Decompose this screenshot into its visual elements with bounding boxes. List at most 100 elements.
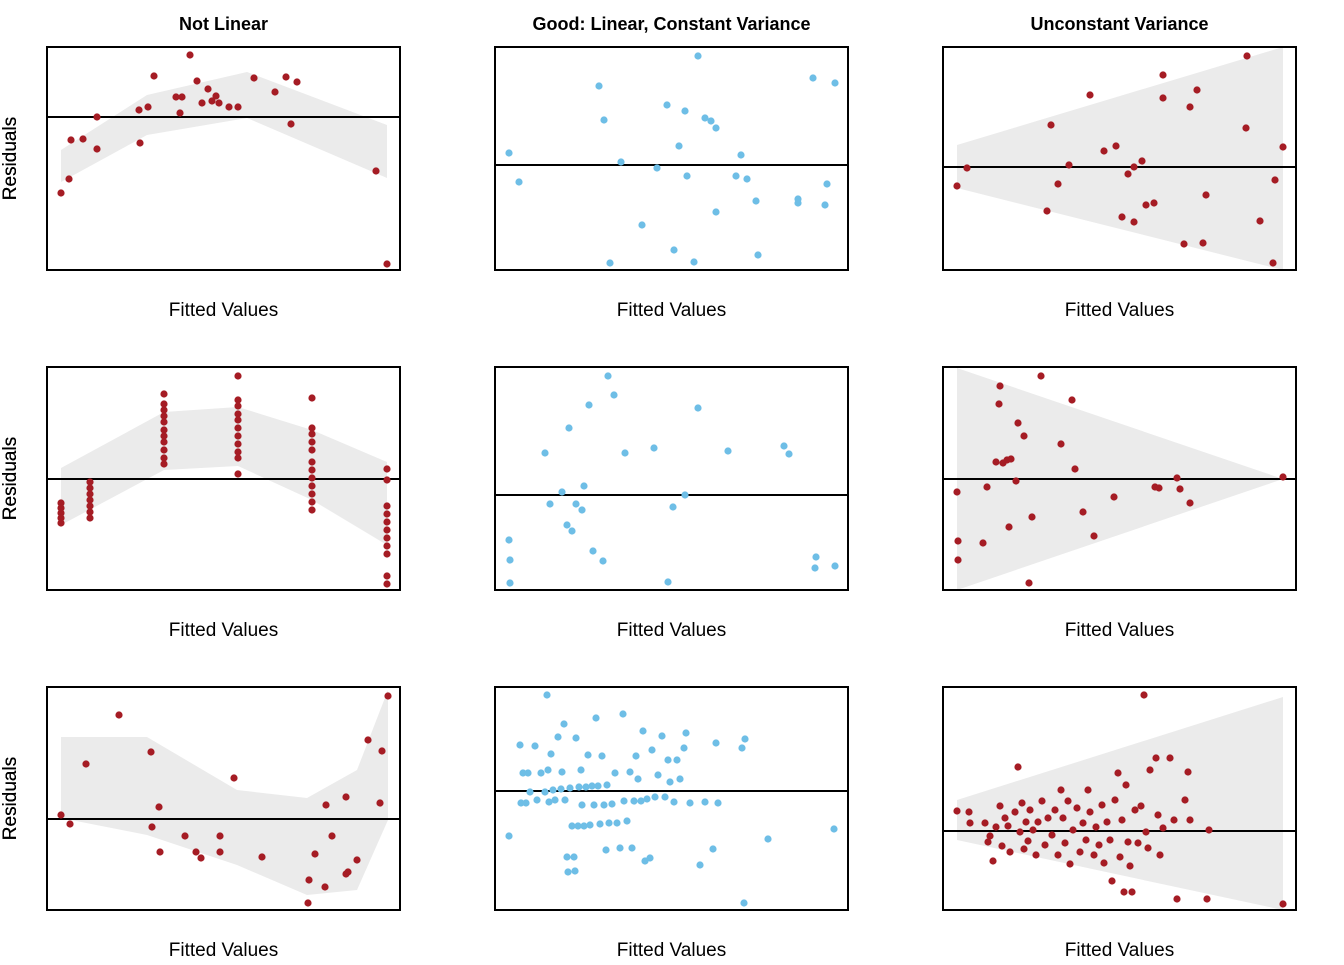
point — [1131, 806, 1139, 814]
point — [809, 74, 817, 82]
point — [308, 466, 316, 474]
panel: Fitted Values Residuals — [0, 366, 401, 641]
point — [754, 251, 762, 259]
point — [216, 832, 224, 840]
panel-frame — [494, 46, 849, 271]
point — [328, 832, 336, 840]
point — [234, 424, 242, 432]
point — [225, 103, 233, 111]
point — [743, 175, 751, 183]
point — [1138, 157, 1146, 165]
point — [676, 775, 684, 783]
point — [568, 822, 576, 830]
point — [1159, 824, 1167, 832]
point — [1112, 142, 1120, 150]
point — [821, 201, 829, 209]
point — [580, 482, 588, 490]
point — [1159, 71, 1167, 79]
point — [563, 853, 571, 861]
point — [690, 258, 698, 266]
point — [537, 769, 545, 777]
point — [541, 449, 549, 457]
point — [57, 811, 65, 819]
point — [600, 801, 608, 809]
panel: Not Linear Fitted Values Residuals — [0, 14, 401, 321]
point — [383, 510, 391, 518]
point — [831, 562, 839, 570]
point — [1026, 806, 1034, 814]
point — [383, 542, 391, 550]
point — [639, 727, 647, 735]
point — [215, 99, 223, 107]
point — [384, 692, 392, 700]
point — [560, 720, 568, 728]
x-axis-label: Fitted Values — [1065, 940, 1174, 960]
point — [383, 572, 391, 580]
point — [1176, 485, 1184, 493]
point — [616, 844, 624, 852]
point — [308, 490, 316, 498]
point — [155, 803, 163, 811]
point — [86, 514, 94, 522]
point — [383, 476, 391, 484]
point — [608, 800, 616, 808]
point — [1137, 802, 1145, 810]
point — [1044, 814, 1052, 822]
point — [996, 382, 1004, 390]
point — [1120, 888, 1128, 896]
x-axis-label: Fitted Values — [617, 300, 726, 321]
panel-frame — [942, 686, 1297, 911]
point — [308, 458, 316, 466]
x-axis-label: Fitted Values — [1065, 300, 1174, 321]
point — [208, 97, 216, 105]
point — [1202, 191, 1210, 199]
y-axis-label: Residuals — [0, 437, 21, 520]
point — [646, 854, 654, 862]
point — [617, 158, 625, 166]
point — [1103, 818, 1111, 826]
point — [1076, 848, 1084, 856]
point — [160, 460, 168, 468]
point — [638, 221, 646, 229]
point — [147, 748, 155, 756]
point — [586, 821, 594, 829]
point — [506, 579, 514, 587]
point — [1020, 432, 1028, 440]
point — [156, 848, 164, 856]
point — [670, 246, 678, 254]
point — [1159, 94, 1167, 102]
point — [1142, 828, 1150, 836]
point — [1079, 819, 1087, 827]
point — [344, 868, 352, 876]
point — [1170, 816, 1178, 824]
point — [1037, 372, 1045, 380]
point — [234, 410, 242, 418]
point — [1022, 818, 1030, 826]
point — [712, 208, 720, 216]
point — [1004, 822, 1012, 830]
point — [1005, 523, 1013, 531]
point — [954, 556, 962, 564]
point — [954, 537, 962, 545]
point — [383, 526, 391, 534]
point — [580, 822, 588, 830]
point — [376, 799, 384, 807]
point — [1124, 838, 1132, 846]
point — [998, 842, 1006, 850]
point — [1073, 804, 1081, 812]
point — [1186, 103, 1194, 111]
point — [785, 450, 793, 458]
point — [524, 769, 532, 777]
point — [1011, 808, 1019, 816]
point — [1057, 786, 1065, 794]
point — [600, 116, 608, 124]
point — [981, 819, 989, 827]
point — [651, 793, 659, 801]
point — [505, 536, 513, 544]
confidence-band — [957, 697, 1283, 910]
point — [590, 801, 598, 809]
y-axis-label: Residuals — [0, 117, 21, 200]
confidence-band — [61, 72, 387, 182]
